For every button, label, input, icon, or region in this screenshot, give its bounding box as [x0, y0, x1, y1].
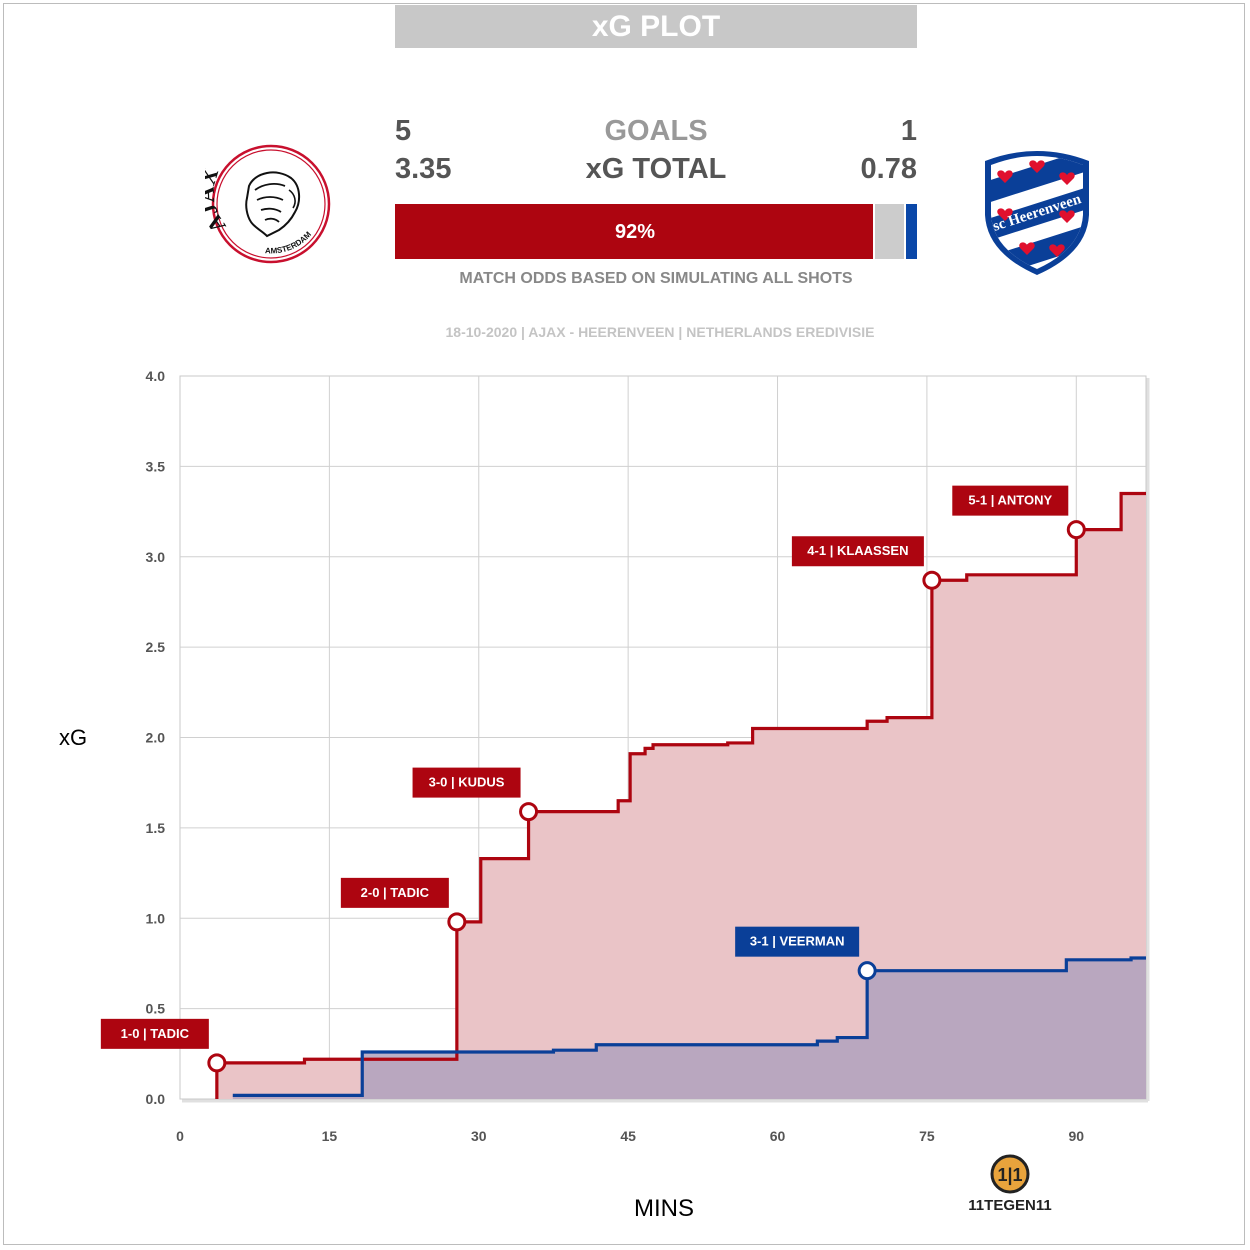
- away-xg-area: [232, 958, 1147, 1099]
- odds-home-percentage: 92%: [614, 221, 656, 243]
- y-tick-label: 2.5: [146, 639, 166, 655]
- home-goal-marker: [519, 802, 539, 822]
- home-goal-marker: [207, 1053, 227, 1073]
- home-xg-line: [215, 491, 1146, 1099]
- away-goal-label-box: [735, 926, 860, 957]
- xg-total-row: 3.35 xG TOTAL 0.78: [395, 153, 917, 189]
- y-tick-label: 2.0: [146, 730, 166, 746]
- x-tick-label: 30: [471, 1128, 487, 1144]
- home-goal-marker: [1066, 520, 1086, 540]
- brand-text: 11TEGEN11: [968, 1197, 1051, 1214]
- away-xg-total: 0.78: [860, 153, 917, 185]
- odds-home-segment: [395, 204, 873, 259]
- svg-text:1|1: 1|1: [997, 1165, 1022, 1185]
- y-tick-label: 0.0: [146, 1091, 166, 1107]
- ajax-crest-icon: AJAX AMSTERDAM: [205, 144, 331, 264]
- home-goal-label-box: [100, 1018, 209, 1049]
- home-goal-label-box: [412, 767, 521, 798]
- x-tick-label: 90: [1068, 1128, 1084, 1144]
- x-tick-label: 75: [919, 1128, 935, 1144]
- home-goal-label: 3-0 | KUDUS: [429, 775, 505, 790]
- x-tick-label: 45: [620, 1128, 636, 1144]
- y-tick-label: 3.5: [146, 458, 166, 474]
- home-xg-total: 3.35: [395, 153, 452, 185]
- match-info: 18-10-2020 | AJAX - HEERENVEEN | NETHERL…: [445, 324, 875, 340]
- home-goal-label-box: [791, 536, 924, 567]
- away-goal-marker: [857, 961, 877, 981]
- goals-label: GOALS: [604, 115, 708, 147]
- home-goal-marker: [922, 570, 942, 590]
- odds-note: MATCH ODDS BASED ON SIMULATING ALL SHOTS: [459, 270, 853, 287]
- home-goal-marker: [447, 912, 467, 932]
- home-goals: 5: [395, 115, 412, 147]
- x-tick-label: 0: [176, 1128, 184, 1144]
- home-goal-label: 4-1 | KLAASSEN: [807, 543, 908, 558]
- y-tick-label: 0.5: [146, 1001, 166, 1017]
- home-goal-label: 2-0 | TADIC: [361, 885, 430, 900]
- goals-row: 5 GOALS 1: [395, 115, 917, 151]
- y-axis-label: xG: [59, 725, 87, 750]
- y-tick-label: 3.0: [146, 549, 166, 565]
- home-xg-area: [216, 493, 1147, 1099]
- x-tick-label: 60: [770, 1128, 786, 1144]
- away-goals: 1: [900, 115, 917, 147]
- x-axis-label: MINS: [634, 1195, 694, 1222]
- away-xg-line: [232, 956, 1146, 1097]
- home-goal-label-box: [340, 877, 449, 908]
- home-goal-label-box: [952, 485, 1069, 516]
- odds-away-segment: [906, 204, 917, 259]
- y-tick-label: 1.5: [146, 820, 166, 836]
- page-title: xG PLOT: [395, 5, 917, 48]
- home-goal-label: 1-0 | TADIC: [121, 1026, 190, 1041]
- odds-draw-segment: [875, 204, 904, 259]
- x-tick-label: 15: [322, 1128, 338, 1144]
- y-tick-label: 4.0: [146, 368, 166, 384]
- match-odds-bar: 92%: [395, 204, 917, 259]
- heerenveen-crest-icon: sc Heerenveen: [985, 151, 1089, 275]
- xg-total-label: xG TOTAL: [585, 153, 727, 185]
- 11tegen11-logo-icon: 1|1 11TEGEN11: [968, 1154, 1052, 1214]
- home-goal-label: 5-1 | ANTONY: [968, 493, 1052, 508]
- y-tick-label: 1.0: [146, 910, 166, 926]
- away-goal-label: 3-1 | VEERMAN: [750, 934, 845, 949]
- outer-frame: [3, 3, 1245, 1245]
